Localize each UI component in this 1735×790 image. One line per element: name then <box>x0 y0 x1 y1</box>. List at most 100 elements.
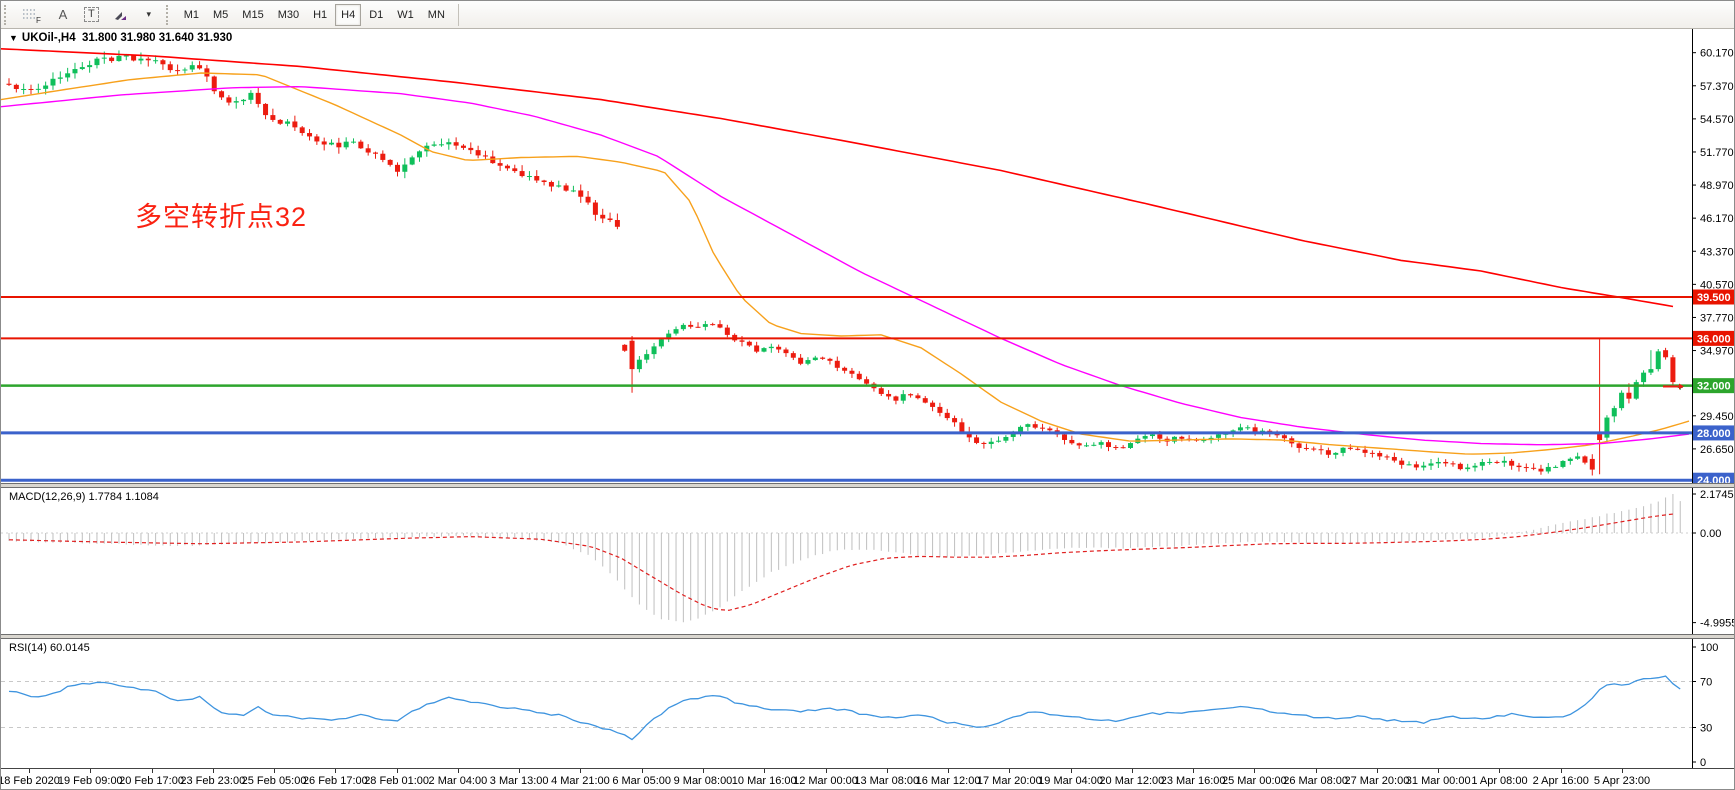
ma-mid-line <box>1 85 1690 446</box>
svg-text:36.000: 36.000 <box>1697 333 1731 345</box>
toolbar-separator <box>457 3 459 26</box>
macd-histogram <box>8 493 1681 623</box>
symbol-info: ▼ UKOil-,H4 31.800 31.980 31.640 31.930 <box>9 32 232 44</box>
time-label: 26 Feb 17:00 <box>302 775 368 787</box>
time-label: 25 Mar 00:00 <box>1221 775 1287 787</box>
arrows-tool-button[interactable] <box>107 4 134 26</box>
time-tick <box>1560 769 1562 773</box>
svg-text:F: F <box>36 16 41 23</box>
timeframe-group: M1 M5 M15 M30 H1 H4 D1 W1 MN <box>177 3 452 26</box>
symbol-caret-icon[interactable]: ▼ <box>9 33 18 43</box>
label-tool-button[interactable]: T <box>78 4 105 26</box>
time-tick <box>1376 769 1378 773</box>
time-label: 12 Mar 00:00 <box>793 775 858 787</box>
caret-down-icon: ▾ <box>146 9 151 19</box>
macd-pane[interactable]: 2.1745 0.00 -4.9955 MACD(12,26,9) 1.7784 1… <box>1 488 1735 634</box>
toolbar-grip2[interactable] <box>165 4 173 25</box>
ma-slow-line <box>1 48 1674 308</box>
svg-text:40.570: 40.570 <box>1700 279 1734 291</box>
svg-text:39.500: 39.500 <box>1697 292 1731 304</box>
svg-text:30: 30 <box>1700 723 1712 735</box>
svg-text:51.770: 51.770 <box>1700 147 1734 159</box>
svg-text:54.570: 54.570 <box>1700 114 1734 126</box>
time-label: 31 Mar 00:00 <box>1405 775 1471 787</box>
svg-text:26.650: 26.650 <box>1700 444 1734 456</box>
time-label: 17 Mar 20:00 <box>976 775 1042 787</box>
time-label: 3 Mar 13:00 <box>489 775 549 787</box>
time-label: 5 Apr 23:00 <box>1593 775 1651 787</box>
timeframe-button-m30[interactable]: M30 <box>272 4 305 26</box>
price-chart[interactable]: 39.500 36.000 32.000 28.000 24.000 60.170 57.3… <box>1 29 1735 483</box>
time-label: 19 Feb 09:00 <box>57 775 123 787</box>
timeframe-button-mn[interactable]: MN <box>422 4 451 26</box>
timeframe-button-w1[interactable]: W1 <box>391 4 420 26</box>
svg-text:48.970: 48.970 <box>1700 180 1734 192</box>
timeframe-button-m5[interactable]: M5 <box>207 4 234 26</box>
time-label: 18 Feb 2020 <box>0 775 60 787</box>
timeframe-button-d1[interactable]: D1 <box>363 4 389 26</box>
time-axis[interactable]: 18 Feb 2020 19 Feb 09:00 20 Feb 17:00 23 Fe… <box>0 768 1734 789</box>
main-chart-pane[interactable]: 39.500 36.000 32.000 28.000 24.000 60.170 57.3… <box>1 29 1735 483</box>
svg-text:57.370: 57.370 <box>1700 81 1734 93</box>
text-tool-icon: A <box>58 7 68 22</box>
time-tick <box>886 769 888 773</box>
time-tick <box>1315 769 1317 773</box>
time-tick <box>90 769 92 773</box>
candles <box>6 50 1683 476</box>
svg-text:28.000: 28.000 <box>1697 428 1731 440</box>
timeframe-button-h1[interactable]: H1 <box>307 4 333 26</box>
svg-text:70: 70 <box>1700 677 1712 689</box>
arrows-icon <box>114 11 126 20</box>
time-tick <box>1254 769 1256 773</box>
svg-text:37.770: 37.770 <box>1700 312 1734 324</box>
arrows-dropdown-caret[interactable]: ▾ <box>136 4 162 26</box>
time-tick <box>1131 769 1133 773</box>
time-tick <box>457 769 459 773</box>
time-tick <box>1009 769 1011 773</box>
timeframe-button-m1[interactable]: M1 <box>178 4 205 26</box>
timeframe-button-h4[interactable]: H4 <box>335 3 362 26</box>
text-tool-button[interactable]: A <box>50 4 76 26</box>
time-label: 23 Mar 16:00 <box>1160 775 1226 787</box>
toolbar-grip[interactable] <box>4 4 11 25</box>
time-tick <box>825 769 827 773</box>
svg-text:43.370: 43.370 <box>1700 246 1734 258</box>
svg-text:2.1745: 2.1745 <box>1700 489 1734 501</box>
time-tick <box>151 769 153 773</box>
macd-chart[interactable]: 2.1745 0.00 -4.9955 <box>1 488 1735 634</box>
pane-splitter-2[interactable] <box>1 634 1734 639</box>
rsi-label: RSI(14) 60.0145 <box>9 642 90 654</box>
rsi-chart[interactable]: 100 70 30 0 <box>1 639 1735 768</box>
time-label: 13 Mar 08:00 <box>854 775 920 787</box>
time-label: 2 Mar 04:00 <box>428 775 488 787</box>
time-label: 26 Mar 08:00 <box>1283 775 1349 787</box>
time-label: 23 Feb 23:00 <box>180 775 246 787</box>
time-label: 27 Mar 20:00 <box>1344 775 1410 787</box>
svg-text:46.170: 46.170 <box>1700 213 1734 225</box>
fibonacci-tool-button[interactable]: F <box>16 4 48 26</box>
time-label: 2 Apr 16:00 <box>1532 775 1589 787</box>
rsi-pane[interactable]: 100 70 30 0 RSI(14) 60.0145 <box>1 639 1735 768</box>
chart-annotation-text: 多空转折点32 <box>135 202 308 232</box>
svg-text:100: 100 <box>1700 642 1718 654</box>
time-tick <box>764 769 766 773</box>
svg-text:-4.9955: -4.9955 <box>1700 618 1735 630</box>
timeframe-button-m15[interactable]: M15 <box>236 4 269 26</box>
chart-window: 39.500 36.000 32.000 28.000 24.000 60.170 57.3… <box>0 29 1735 789</box>
symbol-ohlc-text: UKOil-,H4 31.800 31.980 31.640 31.930 <box>21 32 233 44</box>
time-tick <box>641 769 643 773</box>
time-tick <box>396 769 398 773</box>
fibonacci-icon: F <box>23 9 41 23</box>
time-tick <box>335 769 337 773</box>
pane-splitter-1[interactable] <box>1 483 1734 488</box>
time-tick <box>1499 769 1501 773</box>
time-label: 28 Feb 01:00 <box>364 775 430 787</box>
time-label: 1 Apr 08:00 <box>1471 775 1528 787</box>
time-label: 9 Mar 08:00 <box>673 775 733 787</box>
time-tick <box>29 769 30 773</box>
time-label: 20 Feb 17:00 <box>119 775 184 787</box>
svg-text:0.00: 0.00 <box>1700 528 1721 540</box>
time-tick <box>1622 769 1623 773</box>
time-label: 19 Mar 04:00 <box>1038 775 1103 787</box>
